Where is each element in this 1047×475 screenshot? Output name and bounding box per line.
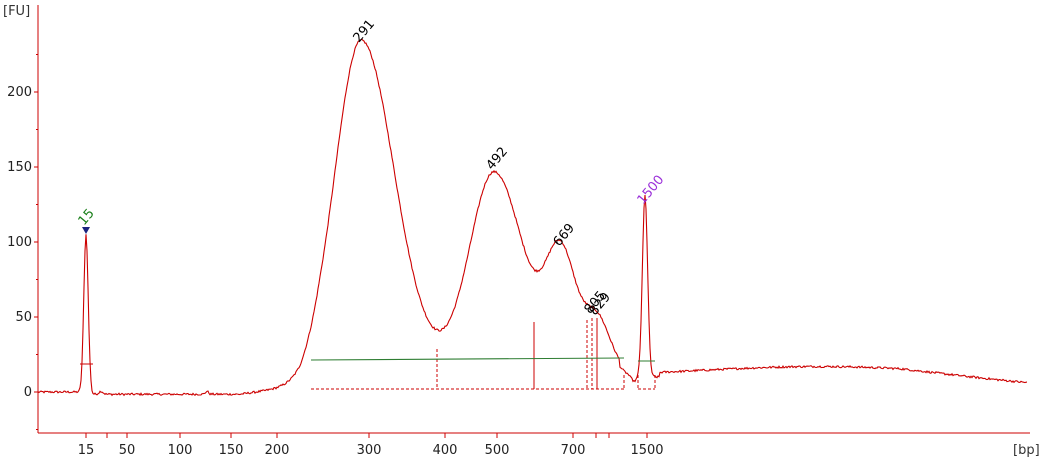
y-tick-label: 50	[15, 310, 32, 325]
x-tick-label: 400	[433, 443, 458, 458]
x-tick-label: 300	[357, 443, 382, 458]
y-tick-label: 200	[7, 85, 32, 100]
y-axis-unit: [FU]	[3, 4, 30, 19]
x-tick-label: 1500	[630, 443, 663, 458]
electropherogram-trace	[37, 38, 1028, 397]
lower-marker-triangle-icon	[82, 227, 90, 234]
x-tick-label: 100	[168, 443, 193, 458]
x-axis-unit: [bp]	[1013, 443, 1040, 458]
y-tick-label: 150	[7, 160, 32, 175]
x-tick-label: 700	[561, 443, 586, 458]
x-tick-label: 200	[265, 443, 290, 458]
peak-region-lines	[311, 318, 656, 390]
x-tick-label: 150	[219, 443, 244, 458]
axes: 0 50 100 150 200 15 50 100 150 200 300 400 500 700 150…	[7, 5, 1030, 458]
x-tick-label: 50	[119, 443, 136, 458]
baseline-green	[310, 357, 625, 361]
x-tick-label: 15	[78, 443, 95, 458]
y-tick-label: 100	[7, 235, 32, 250]
x-tick-label: 500	[485, 443, 510, 458]
baseline-lines	[80, 357, 655, 365]
y-tick-label: 0	[24, 385, 32, 400]
